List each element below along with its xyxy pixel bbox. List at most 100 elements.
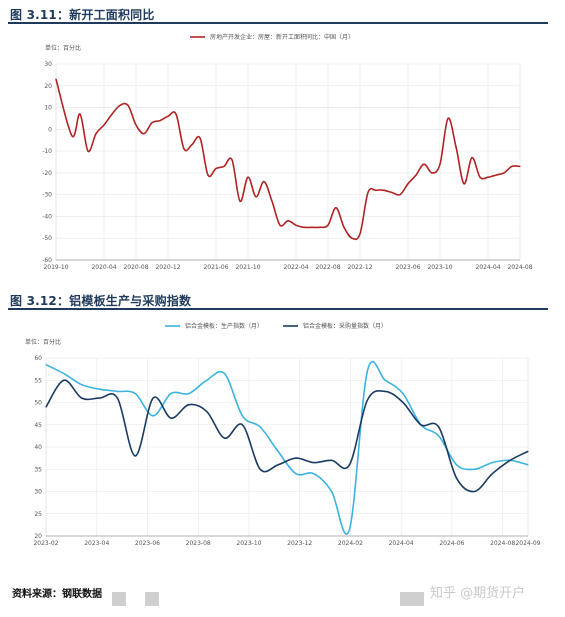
y-tick-label: -30 <box>42 192 52 199</box>
data-point <box>241 424 243 426</box>
data-point <box>98 397 101 399</box>
blur-patch <box>400 592 424 606</box>
data-point <box>331 490 333 493</box>
y-tick-label: 20 <box>44 83 52 90</box>
data-point <box>295 457 297 459</box>
y-tick-label: -10 <box>42 148 52 155</box>
x-tick-label: 2024-08 <box>507 264 532 271</box>
data-point <box>134 393 136 395</box>
series-line-1 <box>45 379 529 493</box>
x-tick-label: 2023-12 <box>287 540 312 547</box>
data-point <box>152 415 154 417</box>
data-point <box>455 477 458 479</box>
y-tick-label: 60 <box>34 355 42 362</box>
figure-3-11-rule <box>8 22 548 24</box>
data-point <box>206 410 208 412</box>
chart1-grid <box>55 63 521 261</box>
data-point <box>447 117 449 120</box>
y-tick-label: 25 <box>34 511 42 518</box>
data-point <box>366 399 368 401</box>
data-point <box>331 459 333 461</box>
x-tick-label: 2022-12 <box>347 264 372 271</box>
watermark-text: 知乎 @期货开户 <box>430 586 526 601</box>
series-line-0 <box>45 360 529 535</box>
data-point <box>431 172 433 174</box>
data-point <box>159 120 161 122</box>
data-point <box>199 137 201 139</box>
chart2-legend-label-production: 铝合金模板：生产指数（月） <box>185 322 263 330</box>
data-point <box>313 473 315 475</box>
x-tick-label: 2024-06 <box>439 540 464 547</box>
data-point <box>170 417 172 419</box>
y-tick-label: 55 <box>34 377 42 384</box>
x-tick-label: 2023-06 <box>135 540 160 547</box>
data-point <box>111 113 113 115</box>
data-point <box>415 174 417 176</box>
data-point <box>402 393 404 395</box>
data-point <box>384 390 386 392</box>
data-point <box>98 388 101 390</box>
data-point <box>223 372 226 375</box>
x-tick-label: 2022-04 <box>283 264 308 271</box>
data-point <box>399 194 401 196</box>
data-point <box>135 124 137 126</box>
data-point <box>295 224 297 226</box>
data-point <box>438 426 440 428</box>
y-tick-label: -20 <box>42 170 52 177</box>
data-point <box>223 437 226 439</box>
data-point <box>81 397 83 399</box>
data-point <box>287 220 289 222</box>
x-tick-label: 2023-10 <box>427 264 452 271</box>
blur-patch <box>112 592 126 606</box>
y-tick-label: -50 <box>42 235 52 242</box>
data-point <box>455 464 458 466</box>
data-point <box>175 113 177 115</box>
chart2-lines <box>45 360 529 535</box>
data-point <box>495 174 497 176</box>
data-point <box>247 176 249 178</box>
y-tick-label: 10 <box>44 105 52 112</box>
data-point <box>463 183 465 185</box>
data-point <box>359 233 361 235</box>
data-point <box>223 165 225 167</box>
data-point <box>119 104 121 106</box>
blur-patch <box>145 592 159 606</box>
figure-3-12-rule <box>8 308 548 310</box>
data-point <box>527 464 529 466</box>
data-point <box>79 113 81 115</box>
chart2-unit-label: 单位：百分比 <box>25 338 61 346</box>
x-tick-label: 2024-04 <box>389 540 414 547</box>
chart2-grid <box>45 357 529 537</box>
x-tick-label: 2023-04 <box>84 540 109 547</box>
x-tick-label: 2024-04 <box>475 264 500 271</box>
data-point <box>259 468 261 470</box>
data-point <box>95 133 97 135</box>
data-point <box>491 461 493 464</box>
data-point <box>152 397 154 399</box>
data-point <box>351 237 353 239</box>
data-point <box>311 226 313 228</box>
data-point <box>487 176 489 178</box>
data-point <box>335 207 337 209</box>
data-point <box>63 379 65 381</box>
data-point <box>473 490 476 493</box>
data-point <box>402 401 404 404</box>
data-point <box>143 133 145 135</box>
x-tick-label: 2023-02 <box>33 540 58 547</box>
data-point <box>81 384 83 386</box>
data-point <box>509 459 511 461</box>
x-tick-label: 2020-12 <box>155 264 180 271</box>
y-tick-label: 0 <box>48 126 52 133</box>
data-point <box>519 165 521 167</box>
data-point <box>167 115 169 117</box>
data-point <box>45 364 47 366</box>
data-point <box>366 370 368 372</box>
data-point <box>439 163 441 165</box>
x-tick-label: 2021-06 <box>203 264 228 271</box>
data-point <box>348 464 351 466</box>
data-point <box>343 226 345 228</box>
data-point <box>471 157 473 159</box>
